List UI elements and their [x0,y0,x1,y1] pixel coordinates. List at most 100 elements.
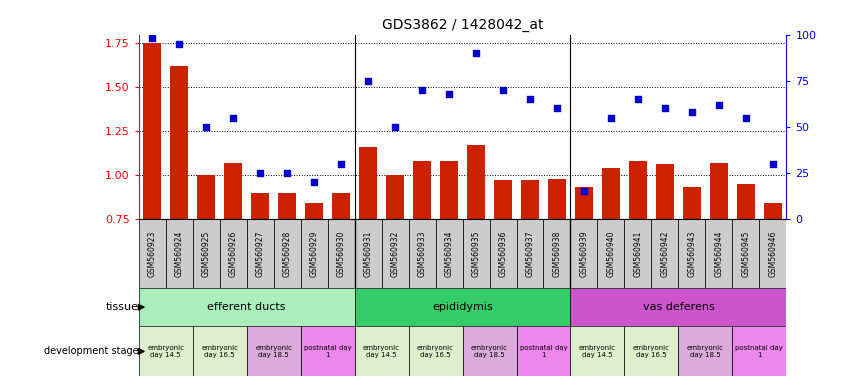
Bar [305,203,323,351]
Text: tissue: tissue [106,302,139,312]
Text: GSM560941: GSM560941 [633,230,643,276]
Text: GSM560932: GSM560932 [390,230,399,276]
Text: GSM560943: GSM560943 [687,230,696,277]
Text: efferent ducts: efferent ducts [208,302,286,312]
Point [739,114,753,121]
Bar [332,192,350,351]
Text: GSM560931: GSM560931 [363,230,373,276]
Text: GSM560926: GSM560926 [229,230,238,276]
Bar [328,219,355,288]
Point [253,170,267,176]
Text: embryonic
day 16.5: embryonic day 16.5 [201,345,238,358]
Point [308,179,321,185]
Bar [463,326,516,376]
Bar [759,219,786,288]
Bar [629,161,647,351]
Point [550,105,563,111]
Point [145,35,159,41]
Bar [436,219,463,288]
Text: embryonic
day 18.5: embryonic day 18.5 [471,345,508,358]
Bar [575,187,593,351]
Bar [733,219,759,288]
Point [523,96,537,102]
Bar [225,163,242,351]
Text: GSM560937: GSM560937 [526,230,535,277]
Bar [171,66,188,351]
Bar [278,192,296,351]
Bar [386,175,404,351]
Bar [521,180,539,351]
Bar [543,219,570,288]
Text: GSM560939: GSM560939 [579,230,589,277]
Bar [733,326,786,376]
Text: GSM560929: GSM560929 [309,230,319,276]
Text: embryonic
day 16.5: embryonic day 16.5 [633,345,670,358]
Point [280,170,294,176]
Bar [683,187,701,351]
Text: GSM560927: GSM560927 [256,230,265,276]
Bar [144,43,161,351]
Text: GSM560936: GSM560936 [499,230,507,277]
Bar [570,288,786,326]
Bar [139,288,355,326]
Point [469,50,483,56]
Bar [463,219,489,288]
Bar [624,326,679,376]
Point [685,109,699,115]
Bar [193,326,246,376]
Text: GSM560935: GSM560935 [472,230,480,277]
Point [172,41,186,47]
Point [632,96,645,102]
Bar [220,219,246,288]
Bar [413,161,431,351]
Text: GSM560933: GSM560933 [418,230,426,277]
Text: embryonic
day 18.5: embryonic day 18.5 [687,345,724,358]
Point [442,91,456,97]
Bar [193,219,220,288]
Bar [355,326,409,376]
Bar [246,326,301,376]
Bar [468,145,484,351]
Text: embryonic
day 18.5: embryonic day 18.5 [255,345,292,358]
Bar [382,219,409,288]
Point [496,87,510,93]
Text: GSM560928: GSM560928 [283,230,292,276]
Bar [166,219,193,288]
Text: GSM560942: GSM560942 [660,230,669,276]
Text: GSM560923: GSM560923 [148,230,156,276]
Bar [710,163,727,351]
Bar [652,219,679,288]
Bar [548,179,566,351]
Text: GSM560946: GSM560946 [769,230,777,277]
Bar [570,326,624,376]
Bar [409,326,463,376]
Text: postnatal day
1: postnatal day 1 [520,345,568,358]
Bar [355,288,570,326]
Bar [764,203,781,351]
Point [659,105,672,111]
Bar [251,192,269,351]
Bar [273,219,301,288]
Text: embryonic
day 14.5: embryonic day 14.5 [579,345,616,358]
Text: embryonic
day 14.5: embryonic day 14.5 [147,345,184,358]
Point [226,114,240,121]
Bar [139,326,193,376]
Text: GSM560925: GSM560925 [202,230,211,276]
Bar [679,219,706,288]
Text: embryonic
day 16.5: embryonic day 16.5 [417,345,454,358]
Text: GSM560924: GSM560924 [175,230,183,276]
Bar [495,180,512,351]
Bar [516,219,543,288]
Text: GSM560944: GSM560944 [714,230,723,277]
Bar [489,219,516,288]
Title: GDS3862 / 1428042_at: GDS3862 / 1428042_at [382,18,543,32]
Point [415,87,429,93]
Bar [301,219,328,288]
Bar [139,219,166,288]
Point [362,78,375,84]
Text: GSM560945: GSM560945 [742,230,750,277]
Text: embryonic
day 14.5: embryonic day 14.5 [363,345,400,358]
Point [389,124,402,130]
Text: GSM560934: GSM560934 [445,230,453,277]
Point [335,161,348,167]
